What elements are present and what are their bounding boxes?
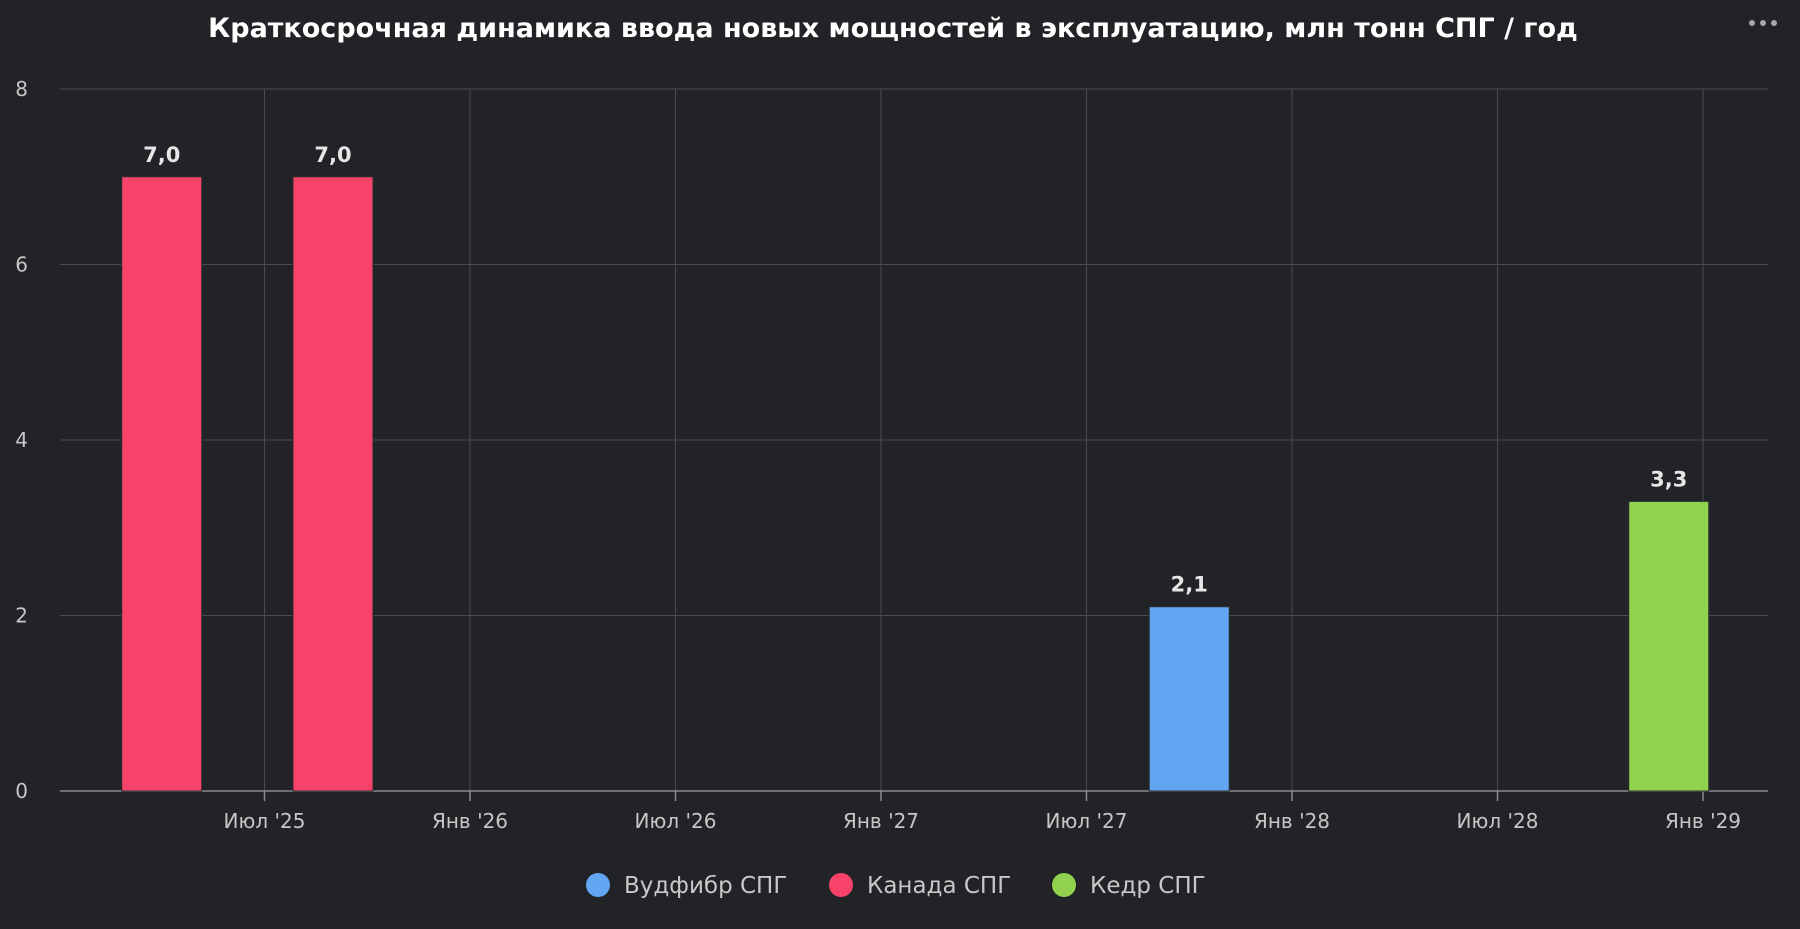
y-tick-label: 8 — [15, 77, 28, 101]
x-tick-label: Янв '26 — [432, 809, 508, 833]
x-tick-label: Янв '28 — [1254, 809, 1330, 833]
legend-item[interactable]: Канада СПГ — [829, 873, 1011, 899]
data-label: 2,1 — [1171, 573, 1208, 597]
y-tick-label: 4 — [15, 428, 28, 452]
x-axis: Июл '25 Янв '26 Июл '26 Янв '27 Июл '27 Янв '… — [60, 790, 1768, 833]
menu-dot-icon — [1771, 20, 1777, 26]
data-label: 7,0 — [314, 143, 351, 167]
legend-marker-icon — [829, 873, 853, 897]
legend: Вудфибр СПГ Канада СПГ Кедр СПГ — [586, 873, 1206, 899]
x-tick-label: Янв '27 — [843, 809, 919, 833]
x-tick-label: Июл '27 — [1046, 809, 1128, 833]
legend-label: Кедр СПГ — [1090, 873, 1206, 899]
context-menu-button[interactable] — [1749, 20, 1777, 26]
bars — [121, 176, 1710, 792]
x-tick-label: Июл '26 — [635, 809, 717, 833]
chart-title: Краткосрочная динамика ввода новых мощно… — [208, 13, 1578, 44]
legend-item[interactable]: Вудфибр СПГ — [586, 873, 787, 899]
data-label: 7,0 — [143, 143, 180, 167]
x-tick-label: Июл '28 — [1457, 809, 1539, 833]
bar — [1628, 500, 1710, 792]
y-tick-label: 0 — [15, 779, 28, 803]
bar — [292, 176, 374, 792]
y-axis: 0 2 4 6 8 — [15, 77, 28, 803]
y-tick-label: 6 — [15, 253, 28, 277]
menu-dot-icon — [1749, 20, 1755, 26]
x-tick-label: Янв '29 — [1665, 809, 1741, 833]
legend-item[interactable]: Кедр СПГ — [1052, 873, 1206, 899]
legend-marker-icon — [1052, 873, 1076, 897]
bar — [1148, 606, 1230, 792]
x-tick-label: Июл '25 — [224, 809, 306, 833]
bar — [121, 176, 203, 792]
y-tick-label: 2 — [15, 604, 28, 628]
legend-label: Вудфибр СПГ — [624, 873, 787, 899]
data-label: 3,3 — [1650, 467, 1687, 491]
menu-dot-icon — [1760, 20, 1766, 26]
data-labels: 2,1 7,0 7,0 3,3 — [143, 143, 1687, 597]
legend-marker-icon — [586, 873, 610, 897]
legend-label: Канада СПГ — [867, 873, 1011, 899]
